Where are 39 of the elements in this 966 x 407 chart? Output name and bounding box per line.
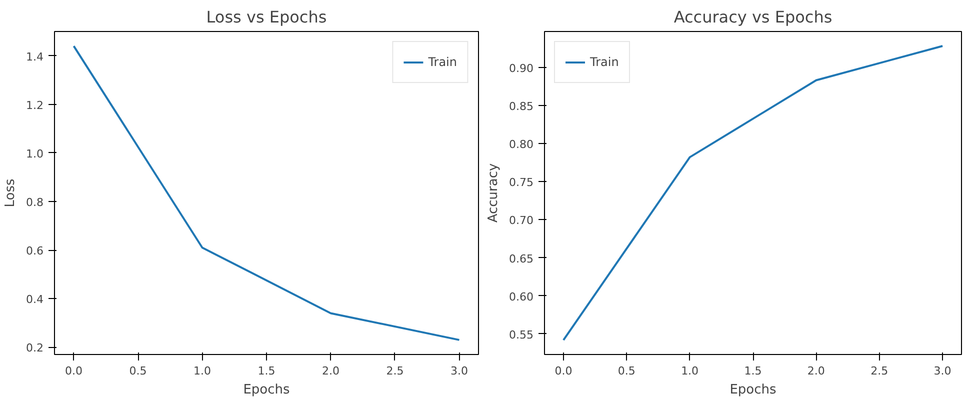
y-tick-label: 0.8 [26,196,44,209]
y-tick-label: 0.70 [509,214,534,228]
x-tick-label: 2.0 [807,364,825,378]
y-tick-label: 0.90 [509,62,534,75]
y-tick-label: 0.4 [26,293,44,306]
x-tick-label: 1.0 [681,364,699,378]
y-tick-label: 0.60 [509,290,534,304]
x-tick-label: 1.5 [258,364,276,378]
x-tick-label: 3.0 [450,364,468,378]
x-tick-label: 3.0 [934,364,952,378]
y-tick-label: 1.4 [26,50,44,64]
legend-label: Train [590,55,619,69]
x-tick-label: 2.0 [322,364,340,378]
y-tick-label: 0.75 [509,176,534,190]
y-tick-label: 0.65 [509,252,534,266]
x-tick-label: 0.5 [129,364,147,378]
chart-title: Loss vs Epochs [206,8,327,26]
x-tick-label: 0.0 [554,364,572,378]
y-tick-label: 1.2 [26,98,44,112]
y-tick-label: 1.0 [26,147,44,160]
x-tick-label: 2.5 [870,364,888,378]
chart-title: Accuracy vs Epochs [674,8,832,26]
line-series [72,45,460,341]
x-tick-label: 1.5 [744,364,762,378]
y-axis-title: Accuracy [486,163,502,223]
y-tick-label: 0.2 [26,342,44,355]
x-tick-label: 0.5 [618,364,636,378]
x-tick-label: 0.0 [65,364,83,378]
y-tick-label: 0.85 [509,100,534,113]
y-tick-label: 0.55 [509,328,534,342]
y-tick-label: 0.80 [509,138,534,151]
y-axis-title: Loss [3,178,18,208]
x-axis-title: Epochs [243,382,290,398]
x-tick-label: 2.5 [386,364,404,378]
x-axis-title: Epochs [730,382,777,398]
line-series [562,44,944,342]
y-tick-label: 0.6 [26,244,44,258]
legend-label: Train [428,55,457,69]
x-tick-label: 1.0 [194,364,212,378]
